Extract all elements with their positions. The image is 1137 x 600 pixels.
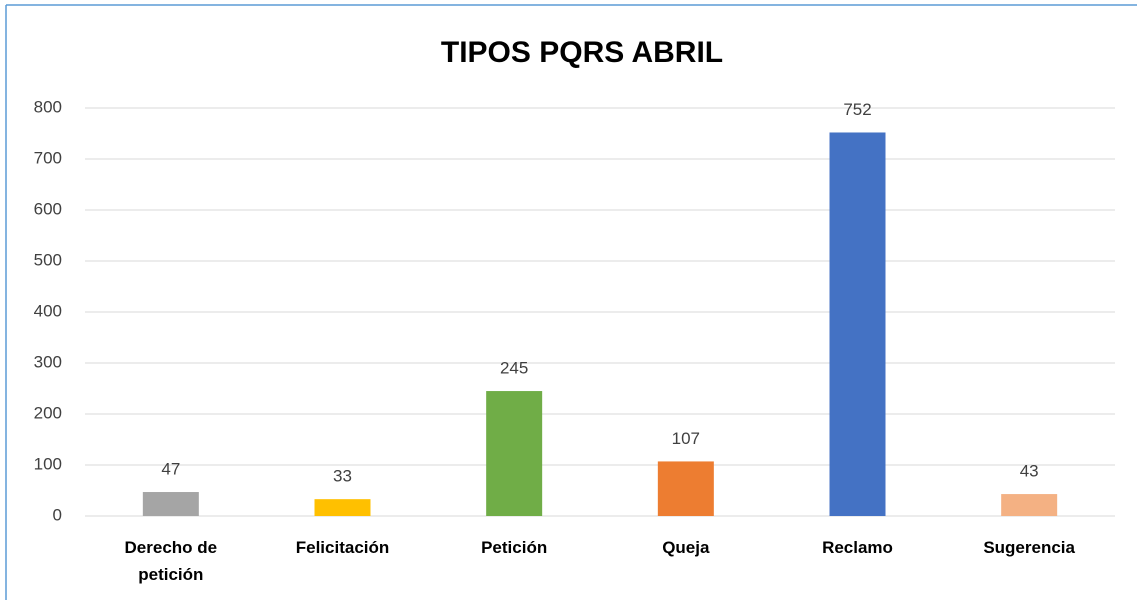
y-tick-label: 500 xyxy=(34,250,62,269)
y-tick-label: 800 xyxy=(34,97,62,116)
x-tick-label: Derecho de petición xyxy=(124,538,218,584)
bar xyxy=(486,391,543,516)
chart-title: TIPOS PQRS ABRIL xyxy=(441,36,723,69)
bar xyxy=(314,499,371,516)
y-tick-label: 100 xyxy=(34,454,62,473)
y-tick-label: 400 xyxy=(34,301,62,320)
x-tick-label: Petición xyxy=(481,538,548,557)
bar xyxy=(1001,494,1058,516)
x-tick-label: Reclamo xyxy=(822,538,893,557)
bar xyxy=(657,461,714,516)
y-tick-label: 300 xyxy=(34,352,62,371)
y-tick-label: 700 xyxy=(34,148,62,167)
data-label: 245 xyxy=(500,359,528,378)
data-label: 43 xyxy=(1020,462,1039,481)
data-label: 33 xyxy=(333,467,352,486)
x-tick-label: Felicitación xyxy=(295,538,390,557)
x-tick-label: Queja xyxy=(662,538,710,557)
data-label: 107 xyxy=(672,429,700,448)
y-tick-label: 200 xyxy=(34,403,62,422)
bar xyxy=(142,492,199,516)
x-tick-label: Sugerencia xyxy=(983,538,1075,557)
y-tick-label: 0 xyxy=(53,505,62,524)
data-label: 47 xyxy=(161,460,180,479)
y-tick-label: 600 xyxy=(34,199,62,218)
data-label: 752 xyxy=(843,100,871,119)
bar xyxy=(829,132,886,517)
